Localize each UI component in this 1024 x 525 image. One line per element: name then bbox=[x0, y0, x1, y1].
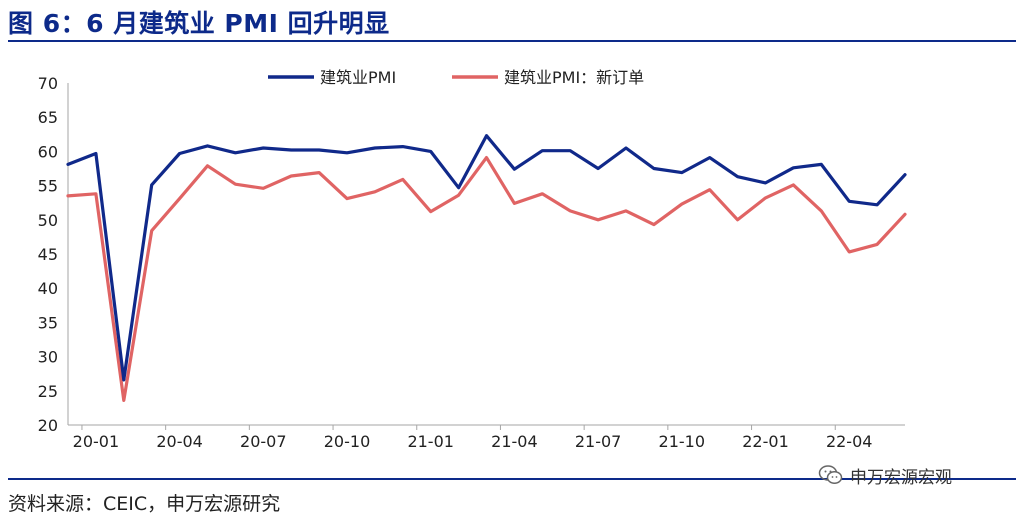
chart-series bbox=[66, 134, 907, 402]
x-tick-label: 21-04 bbox=[491, 432, 538, 451]
x-tick-label: 21-07 bbox=[575, 432, 622, 451]
legend-label-2: 建筑业PMI：新订单 bbox=[504, 68, 644, 87]
x-tick-label: 22-04 bbox=[826, 432, 873, 451]
x-axis-ticks: 20-01 20-04 20-07 20-10 21-01 21-04 21-07 21-10… bbox=[73, 425, 873, 451]
wechat-icon bbox=[818, 465, 843, 485]
x-tick-label: 21-01 bbox=[407, 432, 454, 451]
y-axis-ticks: 20 25 30 35 40 45 50 55 60 65 70 bbox=[38, 74, 58, 435]
watermark-text: 申万宏源宏观 bbox=[850, 467, 952, 488]
y-tick-label: 25 bbox=[38, 382, 58, 401]
y-tick-label: 55 bbox=[38, 177, 58, 196]
x-tick-label: 20-10 bbox=[324, 432, 371, 451]
legend-label-1: 建筑业PMI bbox=[320, 68, 396, 87]
footer-divider bbox=[8, 478, 1016, 480]
x-tick-label: 20-04 bbox=[156, 432, 203, 451]
y-tick-label: 60 bbox=[38, 142, 58, 161]
series-line-1 bbox=[66, 134, 907, 382]
title-divider bbox=[8, 40, 1016, 42]
chart-axes bbox=[67, 83, 905, 426]
y-tick-label: 20 bbox=[38, 416, 58, 435]
x-tick-label: 20-07 bbox=[240, 432, 287, 451]
x-tick-label: 22-01 bbox=[742, 432, 789, 451]
watermark: 申万宏源宏观 bbox=[818, 462, 952, 488]
y-tick-label: 70 bbox=[38, 74, 58, 93]
x-tick-label: 20-01 bbox=[73, 432, 120, 451]
y-tick-label: 35 bbox=[38, 313, 58, 332]
x-tick-label: 21-10 bbox=[659, 432, 706, 451]
series-line-2 bbox=[66, 156, 907, 402]
y-tick-label: 40 bbox=[38, 279, 58, 298]
y-tick-label: 50 bbox=[38, 211, 58, 230]
source-note: 资料来源：CEIC，申万宏源研究 bbox=[8, 493, 281, 515]
page-title: 图 6：6 月建筑业 PMI 回升明显 bbox=[8, 9, 390, 38]
y-tick-label: 30 bbox=[38, 348, 58, 367]
y-tick-label: 65 bbox=[38, 108, 58, 127]
y-tick-label: 45 bbox=[38, 245, 58, 264]
chart-legend: 建筑业PMI 建筑业PMI：新订单 bbox=[268, 68, 644, 87]
